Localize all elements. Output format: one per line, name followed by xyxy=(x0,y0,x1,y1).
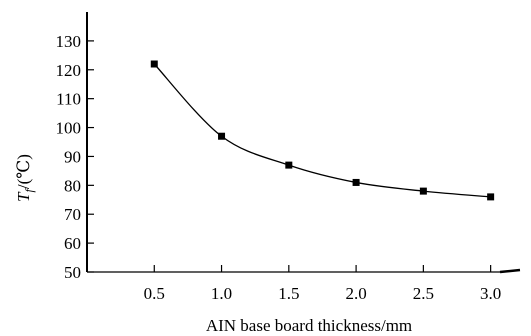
data-point-marker xyxy=(285,161,293,169)
y-tick-label: 60 xyxy=(64,234,81,253)
y-tick-label: 90 xyxy=(64,147,81,166)
y-tick-label: 100 xyxy=(56,119,82,138)
data-point-marker xyxy=(352,178,360,186)
x-tick-label: 3.0 xyxy=(480,284,501,303)
y-tick-label: 70 xyxy=(64,205,81,224)
y-axis-title: Tf/(℃) xyxy=(14,154,36,202)
y-axis-title-unit: /(℃) xyxy=(14,154,33,189)
series-line xyxy=(150,60,495,201)
axis-labels: 50 60 70 80 90 100 110 120 130 0.5 1.0 1.5 2.0 2.5 3.0… xyxy=(14,32,501,335)
data-point-marker xyxy=(150,60,158,68)
y-tick-label: 130 xyxy=(56,32,82,51)
data-point-marker xyxy=(218,132,226,140)
y-axis-title-variable: T xyxy=(14,191,33,202)
x-axis-end-mark xyxy=(499,268,521,274)
y-tick-label: 120 xyxy=(56,61,82,80)
x-axis-title: AIN base board thickness/mm xyxy=(206,316,412,335)
data-point-marker xyxy=(419,187,427,195)
series-curve xyxy=(153,63,491,198)
x-tick-label: 0.5 xyxy=(144,284,165,303)
x-tick-label: 2.0 xyxy=(345,284,366,303)
y-tick-label: 80 xyxy=(64,176,81,195)
x-tick-label: 1.0 xyxy=(211,284,232,303)
data-point-marker xyxy=(487,193,495,201)
y-axis-title-subscript: f xyxy=(22,187,36,192)
y-tick-label: 110 xyxy=(56,90,81,109)
y-tick-label: 50 xyxy=(64,263,81,282)
x-tick-label: 1.5 xyxy=(278,284,299,303)
axes xyxy=(86,12,521,274)
x-tick-label: 2.5 xyxy=(413,284,434,303)
